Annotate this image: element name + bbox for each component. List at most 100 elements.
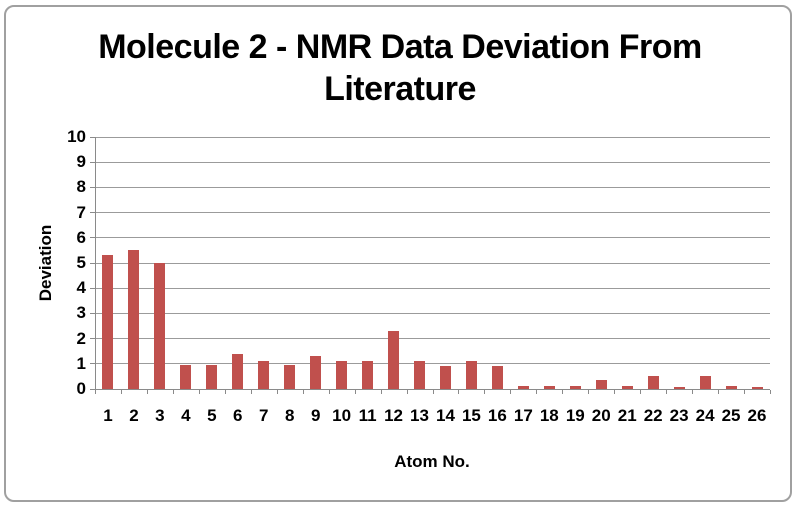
chart-title: Molecule 2 - NMR Data Deviation From Lit…: [0, 26, 800, 110]
bar: [673, 387, 685, 389]
x-tick-label: 5: [207, 406, 217, 425]
bar: [258, 361, 270, 389]
bar: [284, 365, 296, 389]
x-axis-tick: [484, 390, 486, 394]
x-tick-label: 15: [461, 406, 481, 425]
x-axis-tick: [432, 390, 434, 394]
gridline: [95, 262, 770, 264]
x-tick-label: 21: [617, 406, 637, 425]
bar: [206, 365, 218, 389]
y-tick-label: 9: [76, 152, 86, 172]
x-tick-label: 18: [539, 406, 559, 425]
x-tick-label: 10: [332, 406, 352, 425]
y-tick-label: 5: [76, 253, 86, 272]
y-tick-label: 8: [76, 177, 86, 197]
x-axis-tick: [744, 390, 746, 394]
x-axis-tick: [640, 390, 642, 394]
y-axis-tick: [90, 312, 95, 314]
x-tick-label: 2: [129, 406, 139, 425]
x-tick-label: 20: [591, 406, 611, 425]
x-tick-label: 14: [436, 406, 455, 425]
x-axis-tick: [250, 390, 252, 394]
bar: [336, 361, 348, 389]
y-tick-label: 7: [76, 202, 86, 222]
x-tick-label: 8: [284, 406, 295, 425]
x-tick-label: 25: [721, 406, 741, 425]
y-axis-tick: [90, 186, 95, 188]
y-axis-tick: [90, 388, 95, 390]
y-tick-label: 4: [76, 278, 86, 298]
x-axis-tick: [536, 390, 538, 394]
bar: [517, 386, 529, 389]
gridline: [95, 136, 770, 138]
gridline: [95, 161, 770, 163]
x-tick-label: 24: [695, 406, 715, 425]
gridline: [95, 312, 770, 314]
x-tick-label: 3: [155, 406, 165, 425]
bar: [310, 356, 322, 389]
bar: [647, 376, 659, 389]
y-axis-tick: [90, 338, 95, 340]
bar: [725, 386, 737, 389]
chart-title-line-1: Molecule 2 - NMR Data Deviation From: [98, 28, 702, 66]
x-tick-label: 11: [358, 406, 377, 425]
x-axis-tick: [510, 390, 512, 394]
x-tick-label: 23: [669, 406, 689, 425]
x-axis-line: [95, 389, 770, 390]
y-axis-tick: [90, 287, 95, 289]
bar: [180, 365, 192, 389]
gridline: [95, 363, 770, 365]
y-axis-tick: [90, 363, 95, 365]
x-tick-label: 7: [259, 406, 269, 425]
x-axis-tick: [172, 390, 174, 394]
y-axis-tick: [90, 237, 95, 239]
x-axis-tick: [588, 390, 590, 394]
chart-title-line-2: Literature: [324, 70, 476, 108]
bar: [569, 386, 581, 389]
bar: [439, 366, 451, 389]
x-axis-tick: [692, 390, 694, 394]
y-axis-tick: [90, 161, 95, 163]
y-tick-label: 0: [76, 379, 86, 398]
gridline: [95, 287, 770, 289]
x-tick-label: 16: [487, 406, 507, 425]
bar: [751, 386, 763, 389]
x-axis-tick: [95, 390, 96, 394]
x-axis-tick: [718, 390, 720, 394]
bar: [543, 386, 555, 389]
y-tick-label: 1: [76, 353, 86, 373]
y-tick-label: 6: [76, 227, 86, 247]
x-axis-tick: [614, 390, 616, 394]
x-axis-tick: [302, 390, 304, 394]
x-tick-label: 17: [513, 406, 533, 425]
x-tick-label: 4: [181, 406, 191, 425]
bar: [491, 366, 503, 389]
x-tick-label: 22: [643, 406, 663, 425]
x-axis-tick: [770, 390, 771, 394]
x-axis-tick: [458, 390, 460, 394]
bar: [102, 255, 114, 389]
x-axis-title: Atom No.: [394, 452, 470, 471]
x-axis-tick: [380, 390, 382, 394]
bar: [154, 263, 166, 389]
y-tick-label: 3: [76, 303, 86, 323]
x-axis-tick: [198, 390, 200, 394]
x-tick-label: 19: [565, 406, 585, 425]
bar: [621, 385, 633, 389]
bar: [595, 380, 607, 389]
bar: [388, 331, 400, 389]
x-axis-tick: [328, 390, 330, 394]
y-axis-tick: [90, 212, 95, 214]
x-axis-tick: [562, 390, 564, 394]
y-axis-tick: [90, 136, 95, 138]
x-axis-tick: [224, 390, 226, 394]
x-axis-tick: [406, 390, 408, 394]
gridline: [95, 186, 770, 188]
y-tick-label: 2: [76, 328, 86, 348]
x-tick-label: 12: [384, 406, 403, 425]
y-axis-tick: [90, 262, 95, 264]
x-tick-label: 6: [233, 406, 243, 425]
x-tick-label: 9: [310, 406, 321, 425]
